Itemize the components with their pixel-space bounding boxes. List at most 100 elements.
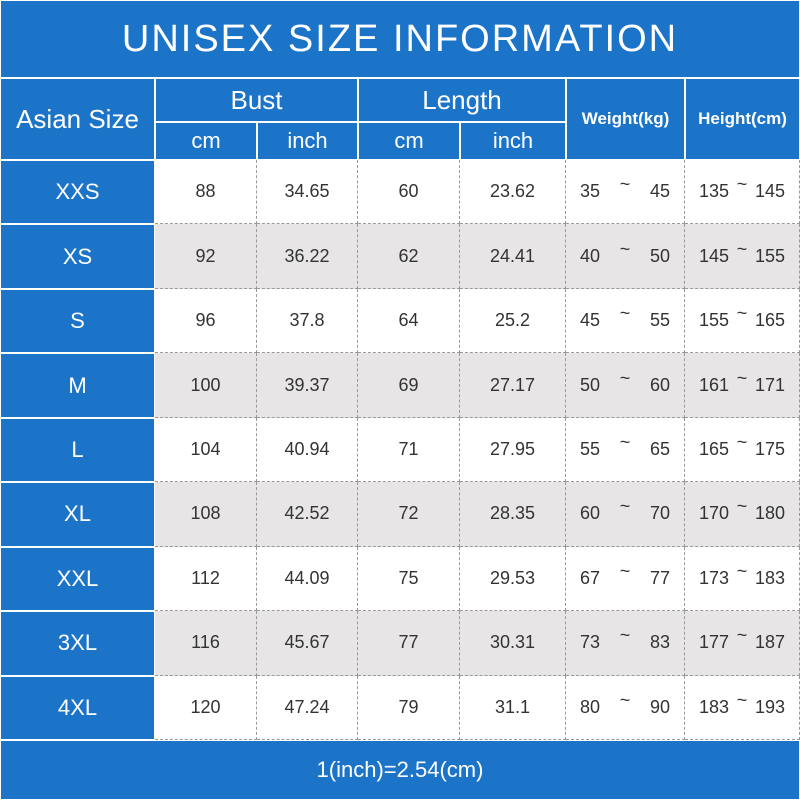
range-max: 180: [754, 503, 785, 524]
unit-header: cm: [155, 122, 257, 160]
range-max: 70: [649, 503, 670, 524]
range-max: 171: [754, 374, 785, 395]
cell: 112: [155, 546, 257, 612]
range-min: 55: [580, 438, 601, 459]
range-separator: ~: [736, 560, 748, 581]
range-cell: 55 ~65: [566, 417, 685, 483]
range-separator: ~: [619, 303, 631, 324]
cell: 108: [155, 482, 257, 547]
size-cell: XXL: [0, 546, 155, 612]
cell: 71: [358, 417, 460, 483]
range-max: 77: [649, 567, 670, 588]
size-cell: L: [0, 417, 155, 483]
footer-note: 1(inch)=2.54(cm): [0, 740, 800, 800]
cell: 23.62: [460, 160, 566, 225]
range-min: 170: [699, 503, 730, 524]
cell: 120: [155, 675, 257, 740]
range-separator: ~: [619, 625, 631, 646]
cell: 40.94: [257, 417, 358, 483]
cell: 25.2: [460, 288, 566, 354]
size-cell: XS: [0, 224, 155, 289]
range-separator: ~: [619, 689, 631, 710]
cell: 116: [155, 611, 257, 676]
range-cell: 173 ~183: [685, 546, 800, 612]
cell: 36.22: [257, 224, 358, 289]
range-separator: ~: [736, 367, 748, 388]
cell: 96: [155, 288, 257, 354]
range-min: 60: [580, 503, 601, 524]
range-max: 83: [649, 632, 670, 653]
range-min: 67: [580, 567, 601, 588]
range-max: 175: [754, 438, 785, 459]
size-cell: 4XL: [0, 675, 155, 740]
range-separator: ~: [736, 689, 748, 710]
range-max: 187: [754, 632, 785, 653]
size-header: Asian Size: [0, 78, 155, 160]
cell: 28.35: [460, 482, 566, 547]
range-cell: 155 ~165: [685, 288, 800, 354]
range-max: 183: [754, 567, 785, 588]
range-min: 40: [580, 245, 601, 266]
range-separator: ~: [736, 303, 748, 324]
range-separator: ~: [619, 560, 631, 581]
cell: 37.8: [257, 288, 358, 354]
range-cell: 183 ~193: [685, 675, 800, 740]
cell: 77: [358, 611, 460, 676]
range-max: 193: [754, 696, 785, 717]
range-separator: ~: [619, 174, 631, 195]
cell: 104: [155, 417, 257, 483]
range-cell: 145 ~155: [685, 224, 800, 289]
range-max: 65: [649, 438, 670, 459]
range-cell: 73 ~83: [566, 611, 685, 676]
range-min: 50: [580, 374, 601, 395]
range-separator: ~: [736, 238, 748, 259]
range-separator: ~: [619, 431, 631, 452]
cell: 47.24: [257, 675, 358, 740]
range-min: 80: [580, 696, 601, 717]
range-min: 165: [699, 438, 730, 459]
range-separator: ~: [736, 625, 748, 646]
cell: 29.53: [460, 546, 566, 612]
range-cell: 35 ~45: [566, 160, 685, 225]
range-min: 173: [699, 567, 730, 588]
range-separator: ~: [619, 238, 631, 259]
cell: 42.52: [257, 482, 358, 547]
cell: 60: [358, 160, 460, 225]
cell: 39.37: [257, 353, 358, 418]
range-separator: ~: [736, 431, 748, 452]
range-cell: 177 ~187: [685, 611, 800, 676]
range-separator: ~: [619, 367, 631, 388]
weight-header: Weight(kg): [566, 78, 685, 160]
cell: 79: [358, 675, 460, 740]
cell: 24.41: [460, 224, 566, 289]
cell: 30.31: [460, 611, 566, 676]
range-separator: ~: [736, 496, 748, 517]
cell: 75: [358, 546, 460, 612]
cell: 27.95: [460, 417, 566, 483]
cell: 72: [358, 482, 460, 547]
size-cell: M: [0, 353, 155, 418]
size-cell: 3XL: [0, 611, 155, 676]
range-min: 183: [699, 696, 730, 717]
cell: 27.17: [460, 353, 566, 418]
range-max: 45: [649, 181, 670, 202]
range-cell: 60 ~70: [566, 482, 685, 547]
range-min: 73: [580, 632, 601, 653]
range-min: 145: [699, 245, 730, 266]
range-max: 90: [649, 696, 670, 717]
unit-header: inch: [460, 122, 566, 160]
cell: 64: [358, 288, 460, 354]
cell: 31.1: [460, 675, 566, 740]
range-cell: 161 ~171: [685, 353, 800, 418]
range-max: 50: [649, 245, 670, 266]
range-cell: 40 ~50: [566, 224, 685, 289]
range-cell: 170 ~180: [685, 482, 800, 547]
range-separator: ~: [736, 174, 748, 195]
unit-header: cm: [358, 122, 460, 160]
range-separator: ~: [619, 496, 631, 517]
range-max: 60: [649, 374, 670, 395]
cell: 34.65: [257, 160, 358, 225]
range-cell: 80 ~90: [566, 675, 685, 740]
range-max: 145: [754, 181, 785, 202]
